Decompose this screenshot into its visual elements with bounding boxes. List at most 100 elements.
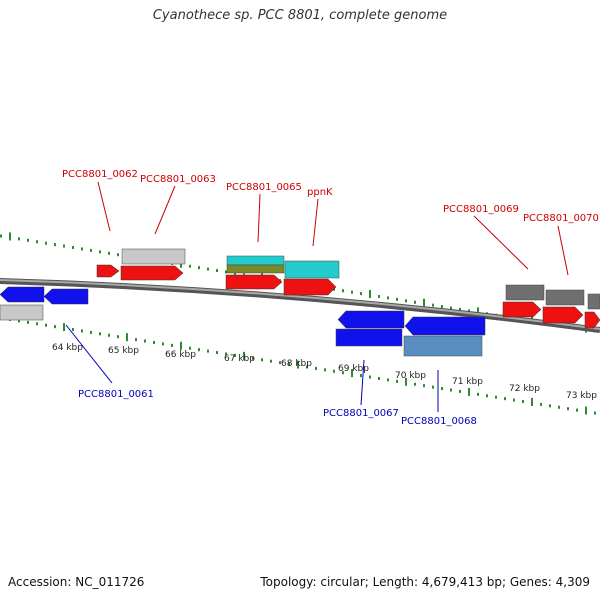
ruler-minor-tick bbox=[261, 358, 263, 362]
ruler-minor-tick bbox=[522, 400, 524, 404]
genome-backbone-highlight bbox=[0, 279, 600, 330]
ruler-minor-tick bbox=[486, 394, 488, 398]
ruler-minor-tick bbox=[144, 339, 146, 343]
ruler-minor-tick bbox=[450, 388, 452, 392]
ruler-minor-tick bbox=[378, 294, 380, 298]
cds-feature[interactable] bbox=[283, 278, 337, 296]
cds-feature[interactable] bbox=[225, 274, 283, 290]
ruler-label: 72 kbp bbox=[509, 384, 540, 394]
ruler-minor-tick bbox=[270, 359, 272, 363]
gene-feature[interactable] bbox=[403, 335, 483, 357]
gene-label[interactable]: PCC8801_0067 bbox=[323, 408, 399, 419]
cds-feature[interactable] bbox=[337, 310, 405, 329]
accession-text: Accession: NC_011726 bbox=[8, 575, 145, 589]
label-leader-line bbox=[473, 215, 529, 270]
ruler-minor-tick bbox=[549, 404, 551, 408]
ruler-minor-tick bbox=[36, 240, 38, 244]
gene-label[interactable]: PCC8801_0065 bbox=[226, 182, 302, 193]
gene-feature[interactable] bbox=[505, 284, 545, 301]
ruler-major-tick bbox=[531, 397, 533, 406]
ruler-minor-tick bbox=[198, 348, 200, 352]
label-leader-line bbox=[97, 181, 111, 232]
ruler-minor-tick bbox=[441, 387, 443, 391]
gene-label[interactable]: ppnK bbox=[307, 187, 333, 198]
ruler-major-tick bbox=[405, 377, 407, 386]
ruler-minor-tick bbox=[342, 289, 344, 293]
ruler-major-tick bbox=[585, 406, 587, 415]
gene-label[interactable]: PCC8801_0068 bbox=[401, 416, 477, 427]
cds-feature[interactable] bbox=[502, 301, 542, 318]
ruler-minor-tick bbox=[162, 342, 164, 346]
ruler-minor-tick bbox=[459, 307, 461, 311]
ruler-minor-tick bbox=[63, 244, 65, 248]
ruler-label: 65 kbp bbox=[108, 346, 139, 356]
ruler-minor-tick bbox=[387, 296, 389, 300]
ruler-minor-tick bbox=[459, 389, 461, 393]
ruler-minor-tick bbox=[90, 330, 92, 334]
ruler-minor-tick bbox=[369, 375, 371, 379]
genome-stats-text: Topology: circular; Length: 4,679,413 bp… bbox=[260, 575, 590, 589]
ruler-minor-tick bbox=[72, 328, 74, 332]
cds-feature[interactable] bbox=[542, 306, 584, 324]
ruler-minor-tick bbox=[351, 290, 353, 294]
ruler-minor-tick bbox=[99, 250, 101, 254]
ruler-major-tick bbox=[423, 298, 425, 307]
gene-feature[interactable] bbox=[545, 289, 585, 306]
ruler-minor-tick bbox=[99, 332, 101, 336]
ruler-major-tick bbox=[243, 351, 245, 360]
gene-feature[interactable] bbox=[121, 248, 186, 265]
ruler-minor-tick bbox=[27, 320, 29, 324]
ruler-minor-tick bbox=[54, 243, 56, 247]
ruler-minor-tick bbox=[189, 264, 191, 268]
cds-feature[interactable] bbox=[120, 265, 184, 281]
ruler-minor-tick bbox=[189, 346, 191, 350]
cds-feature[interactable] bbox=[43, 288, 89, 305]
ruler-minor-tick bbox=[207, 267, 209, 271]
ruler-minor-tick bbox=[108, 251, 110, 255]
ruler-minor-tick bbox=[342, 371, 344, 375]
gene-label[interactable]: PCC8801_0070 bbox=[523, 213, 599, 224]
ruler-major-tick bbox=[369, 290, 371, 299]
ruler-minor-tick bbox=[117, 335, 119, 339]
ruler-minor-tick bbox=[450, 306, 452, 310]
ruler-minor-tick bbox=[432, 385, 434, 389]
gene-feature[interactable] bbox=[226, 255, 285, 266]
ruler-minor-tick bbox=[360, 374, 362, 378]
ruler-minor-tick bbox=[234, 271, 236, 275]
cds-feature[interactable] bbox=[96, 264, 120, 278]
gene-label[interactable]: PCC8801_0069 bbox=[443, 204, 519, 215]
ruler-minor-tick bbox=[387, 378, 389, 382]
ruler-minor-tick bbox=[495, 395, 497, 399]
ruler-minor-tick bbox=[234, 353, 236, 357]
gene-feature[interactable] bbox=[0, 304, 44, 321]
gene-labels: PCC8801_0062 PCC8801_0063 PCC8801_0065 ppnK… bbox=[62, 169, 599, 427]
ruler-major-tick bbox=[63, 323, 65, 332]
misc-feature[interactable] bbox=[226, 264, 285, 274]
ruler-minor-tick bbox=[207, 349, 209, 353]
cds-feature[interactable] bbox=[404, 316, 486, 336]
ruler-minor-tick bbox=[27, 238, 29, 242]
gene-feature[interactable] bbox=[284, 260, 340, 279]
ruler-minor-tick bbox=[414, 300, 416, 304]
ruler-minor-tick bbox=[477, 392, 479, 396]
gene-feature[interactable] bbox=[335, 328, 403, 347]
label-leader-line bbox=[557, 225, 569, 276]
gene-label[interactable]: PCC8801_0062 bbox=[62, 169, 138, 180]
ruler-major-tick bbox=[180, 341, 182, 350]
ruler-minor-tick bbox=[153, 340, 155, 344]
label-leader-line bbox=[312, 198, 319, 247]
cds-feature[interactable] bbox=[0, 286, 45, 303]
ruler-minor-tick bbox=[216, 269, 218, 273]
cds-feature[interactable] bbox=[584, 311, 600, 329]
ruler-minor-tick bbox=[18, 237, 20, 241]
gene-label[interactable]: PCC8801_0061 bbox=[78, 389, 154, 400]
ruler-major-tick bbox=[477, 307, 479, 316]
ruler-minor-tick bbox=[45, 323, 47, 327]
ruler-minor-tick bbox=[171, 343, 173, 347]
gene-label[interactable]: PCC8801_0063 bbox=[140, 174, 216, 185]
ruler-minor-tick bbox=[117, 253, 119, 257]
gene-feature[interactable] bbox=[587, 293, 600, 310]
label-leader-line bbox=[257, 193, 261, 243]
ruler-minor-tick bbox=[72, 246, 74, 250]
